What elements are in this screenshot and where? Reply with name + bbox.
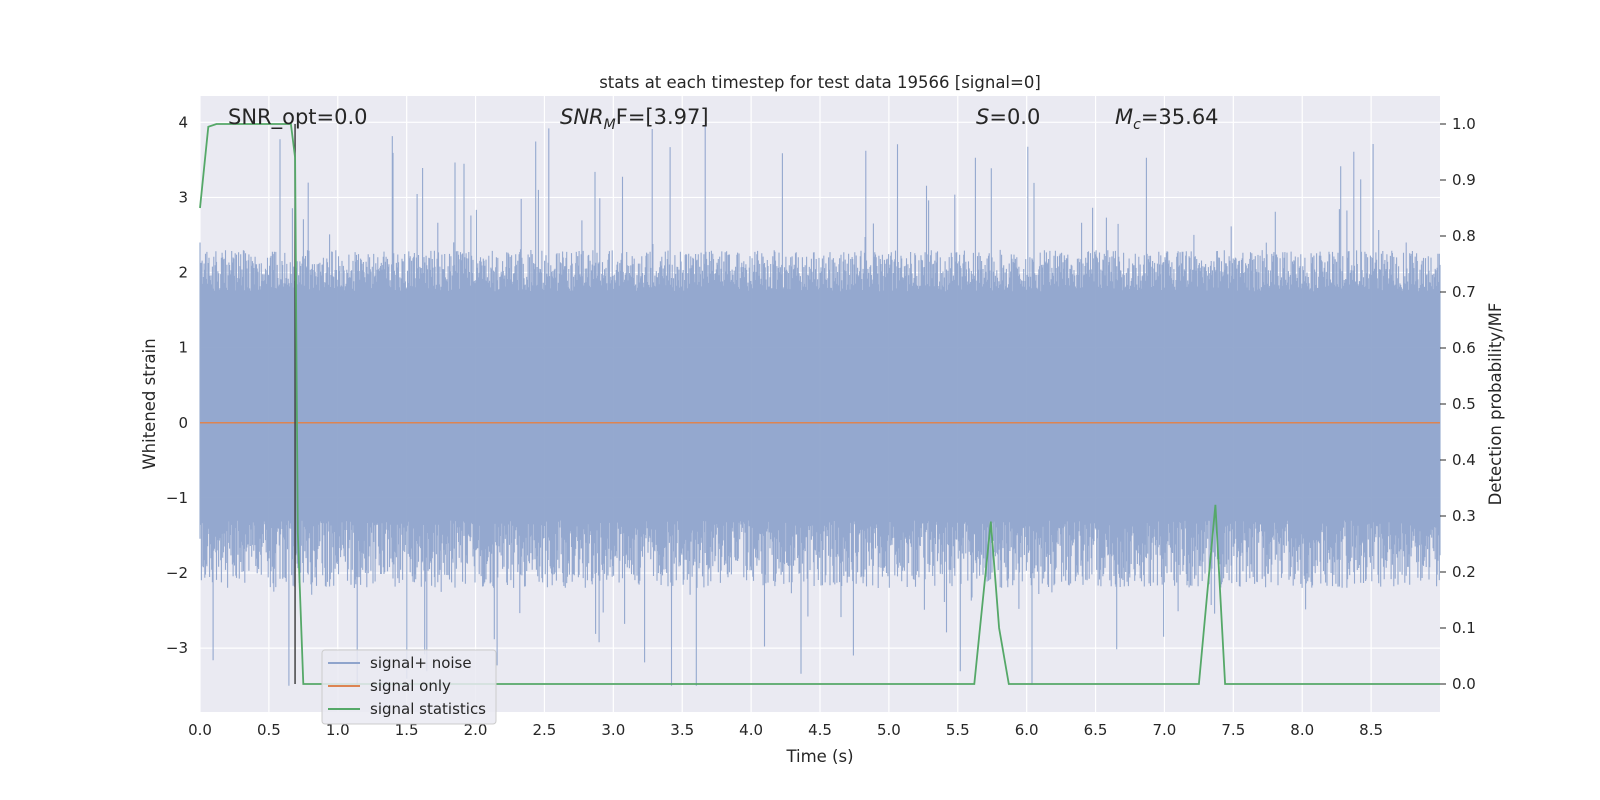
x-tick-label: 4.0 — [739, 721, 763, 739]
y-tick-label: −3 — [166, 639, 188, 657]
y2-tick-label: 0.7 — [1452, 283, 1476, 301]
y2-tick-label: 0.2 — [1452, 563, 1476, 581]
y-axis-label: Whitened strain — [140, 338, 159, 469]
y2-tick-label: 0.4 — [1452, 451, 1476, 469]
y2-tick-label: 1.0 — [1452, 115, 1476, 133]
y-tick-label: 3 — [178, 188, 188, 206]
x-tick-label: 1.0 — [326, 721, 350, 739]
signal-noise-trace — [199, 125, 1441, 686]
signal-statistics-line — [199, 123, 1440, 685]
tick-labels: 0.0 0.5 1.0 1.5 2.0 2.5 3.0 3.5 4.0 4.5 5.0 5.5 6.0 6… — [166, 113, 1476, 739]
y-tick-label: −1 — [166, 489, 188, 507]
y-tick-label: 0 — [178, 414, 188, 432]
x-tick-label: 3.5 — [670, 721, 694, 739]
y2-tick-label: 0.6 — [1452, 339, 1476, 357]
x-axis-label: Time (s) — [785, 747, 853, 766]
x-tick-label: 5.0 — [877, 721, 901, 739]
x-tick-label: 5.5 — [946, 721, 970, 739]
x-tick-label: 6.5 — [1084, 721, 1108, 739]
y-tick-label: 4 — [178, 113, 188, 131]
legend-label-signal-noise: signal+ noise — [370, 654, 472, 672]
x-tick-label: 4.5 — [808, 721, 832, 739]
legend-label-signal-only: signal only — [370, 677, 451, 695]
x-tick-label: 7.0 — [1153, 721, 1177, 739]
y2-tick-label: 0.5 — [1452, 395, 1476, 413]
y-tick-label: 1 — [178, 339, 188, 357]
annotation-snr-opt: SNR_opt=0.0 — [228, 105, 368, 130]
y2-tick-label: 0.0 — [1452, 675, 1476, 693]
y2-tick-label: 0.8 — [1452, 227, 1476, 245]
x-tick-label: 0.5 — [257, 721, 281, 739]
annotation-s: S=0.0 — [976, 105, 1040, 129]
legend-label-signal-statistics: signal statistics — [370, 700, 486, 718]
x-tick-label: 6.0 — [1015, 721, 1039, 739]
x-tick-label: 3.0 — [601, 721, 625, 739]
legend-box — [321, 649, 497, 725]
x-tick-label: 8.5 — [1359, 721, 1383, 739]
y2-tick-label: 0.3 — [1452, 507, 1476, 525]
x-tick-label: 2.5 — [533, 721, 557, 739]
y-tick-label: −2 — [166, 564, 188, 582]
chart-title: stats at each timestep for test data 195… — [599, 73, 1041, 92]
x-tick-label: 0.0 — [188, 721, 212, 739]
y2-tick-label: 0.9 — [1452, 171, 1476, 189]
x-tick-label: 8.0 — [1290, 721, 1314, 739]
legend: signal+ noise signal only signal statist… — [321, 649, 497, 725]
x-tick-label: 1.5 — [395, 721, 419, 739]
y2-tick-label: 0.1 — [1452, 619, 1476, 637]
series-lines — [199, 123, 1440, 685]
y-tick-label: 2 — [178, 264, 188, 282]
annotation-mc: Mc=35.64 — [1115, 105, 1219, 133]
annotation-snr-mf: SNRMF=[3.97] — [560, 105, 709, 133]
y2-axis-label: Detection probability/MF — [1486, 303, 1505, 506]
x-tick-label: 7.5 — [1221, 721, 1245, 739]
series-signal-noise — [199, 125, 1441, 686]
x-tick-label: 2.0 — [464, 721, 488, 739]
